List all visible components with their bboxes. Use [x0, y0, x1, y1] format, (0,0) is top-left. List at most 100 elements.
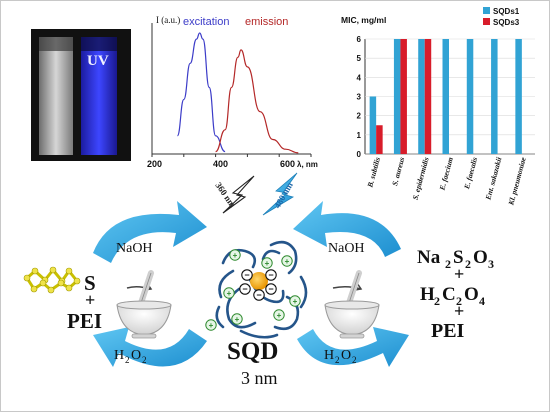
right-plus-2: + — [454, 301, 464, 321]
sulfur-crown-icon — [23, 266, 81, 294]
uv-label: UV — [87, 53, 109, 69]
emission-line — [215, 49, 299, 154]
left-h2o2-part1: H — [114, 348, 124, 363]
left-h2o2-sub1: 2 — [125, 355, 130, 365]
positive-charge-sign: + — [209, 321, 214, 330]
mic-ytick-label: 2 — [357, 112, 362, 121]
mic-bar-sqds1-6 — [515, 39, 522, 154]
positive-charge-sign: + — [265, 259, 270, 268]
mic-ytick-label: 4 — [357, 73, 362, 82]
negative-charge-sign: − — [242, 284, 247, 294]
positive-charge-icon — [281, 255, 293, 267]
spectrum-xlabel: λ, nm — [297, 160, 318, 169]
mic-category-label: S. aureus — [390, 156, 406, 187]
left-h2o2-label: H 2 O 2 — [114, 348, 147, 365]
oxalic-s1: 2 — [434, 294, 440, 308]
mic-ytick-label: 1 — [357, 131, 362, 140]
mic-category-label: E. faecium — [437, 156, 455, 192]
positive-charge-icon — [223, 287, 235, 299]
negative-charge-icon — [265, 269, 277, 281]
surface-charges: ++ ++++++− −−−− — [205, 249, 301, 331]
thio-s3: 3 — [488, 257, 494, 271]
positive-charge-icon — [261, 257, 273, 269]
mic-ytick-label: 5 — [357, 54, 362, 63]
right-h2o2-sub2: 2 — [352, 355, 357, 365]
mic-ytick-label: 6 — [357, 35, 362, 44]
negative-charge-sign: − — [268, 270, 273, 280]
oxalic-p2: C — [442, 284, 456, 305]
oxalic-s2: 2 — [456, 294, 462, 308]
legend-sqds1: SQDs1 — [493, 7, 520, 16]
thio-p1: Na — [417, 247, 441, 268]
spectrum-xtick-200: 200 — [147, 159, 162, 169]
mic-ytick-label: 3 — [357, 93, 362, 102]
sqd-particle: ++ ++++++− −−−− — [205, 240, 308, 339]
positive-charge-icon — [231, 313, 243, 325]
right-h2o2-sub1: 2 — [335, 355, 340, 365]
thio-s2: 2 — [465, 257, 471, 271]
excitation-line — [176, 32, 226, 153]
thio-p3: O — [473, 247, 488, 268]
legend-swatch-sqds1 — [483, 7, 490, 14]
right-mortar-icon — [324, 270, 380, 339]
negative-charge-icon — [241, 269, 253, 281]
oxalic-formula: H 2 C 2 O 4 — [420, 284, 485, 308]
mic-categories: B. subtilis S. aureus S. epidermidis E. fae… — [365, 155, 528, 207]
spectrum-ticks — [151, 154, 312, 157]
mic-category-label: Ent. sakazakii — [483, 155, 504, 201]
left-top-arrow — [93, 201, 207, 263]
mic-bar-sqds1-3 — [442, 39, 449, 154]
mic-y-ticks: 0 1 2 3 4 5 6 — [357, 35, 535, 159]
sulfur-label: S — [84, 271, 96, 295]
positive-charge-sign: + — [285, 257, 290, 266]
thio-s1: 2 — [445, 257, 451, 271]
mic-bar-sqds3-1 — [400, 39, 407, 154]
positive-charge-sign: + — [293, 297, 298, 306]
positive-charge-sign: + — [227, 289, 232, 298]
left-naoh-label: NaOH — [116, 241, 153, 256]
left-bottom-arrow — [93, 327, 207, 367]
mic-category-label: S. epidermidis — [411, 156, 431, 201]
cuvette-photo: UV — [31, 29, 131, 161]
mic-bar-chart: MIC, mg/ml 0 1 2 3 4 5 6 B. subtilis S. aureus S… — [341, 7, 535, 207]
negative-charge-icon — [265, 283, 277, 295]
mic-bar-sqds3-0 — [376, 125, 383, 154]
left-plus: + — [85, 290, 95, 310]
left-h2o2-part2: O — [131, 348, 141, 363]
daylight-cuvette — [39, 37, 73, 155]
left-pei-label: PEI — [67, 309, 102, 333]
left-mortar-icon — [116, 270, 172, 339]
thio-p2: S — [453, 247, 464, 268]
legend-sqds3: SQDs3 — [493, 18, 520, 27]
spectrum-ylabel: I (a.u.) — [156, 15, 180, 25]
positive-charge-icon — [229, 249, 241, 261]
mic-category-label: Kl. pneumoniae — [506, 156, 528, 207]
negative-charge-sign: − — [244, 270, 249, 280]
mic-bar-sqds1-0 — [369, 96, 377, 154]
mic-ylabel: MIC, mg/ml — [341, 15, 386, 25]
right-top-arrow — [293, 201, 401, 257]
legend-excitation: excitation — [183, 16, 229, 28]
mic-bar-sqds1-2 — [418, 39, 425, 154]
emission-wavelength: 480 nm — [272, 180, 295, 210]
emission-bolt: 480 nm — [262, 172, 298, 216]
oxalic-p3: O — [464, 284, 479, 305]
right-h2o2-part2: O — [341, 348, 351, 363]
mic-bar-sqds1-1 — [393, 39, 401, 154]
excitation-wavelength: 360 nm — [213, 180, 238, 209]
uv-cuvette — [81, 37, 117, 155]
positive-charge-sign: + — [233, 251, 238, 260]
negative-charge-sign: − — [268, 284, 273, 294]
spectrum-xtick-600: 600 — [280, 159, 295, 169]
positive-charge-icon — [205, 319, 217, 331]
mic-bars — [369, 39, 522, 154]
positive-charge-sign: + — [277, 311, 282, 320]
legend-emission: emission — [245, 16, 288, 28]
right-h2o2-label: H 2 O 2 — [324, 348, 357, 365]
mic-bar-sqds1-5 — [491, 39, 498, 154]
negative-charge-icon — [239, 283, 251, 295]
mic-ytick-label: 0 — [357, 150, 362, 159]
left-h2o2-sub2: 2 — [142, 355, 147, 365]
